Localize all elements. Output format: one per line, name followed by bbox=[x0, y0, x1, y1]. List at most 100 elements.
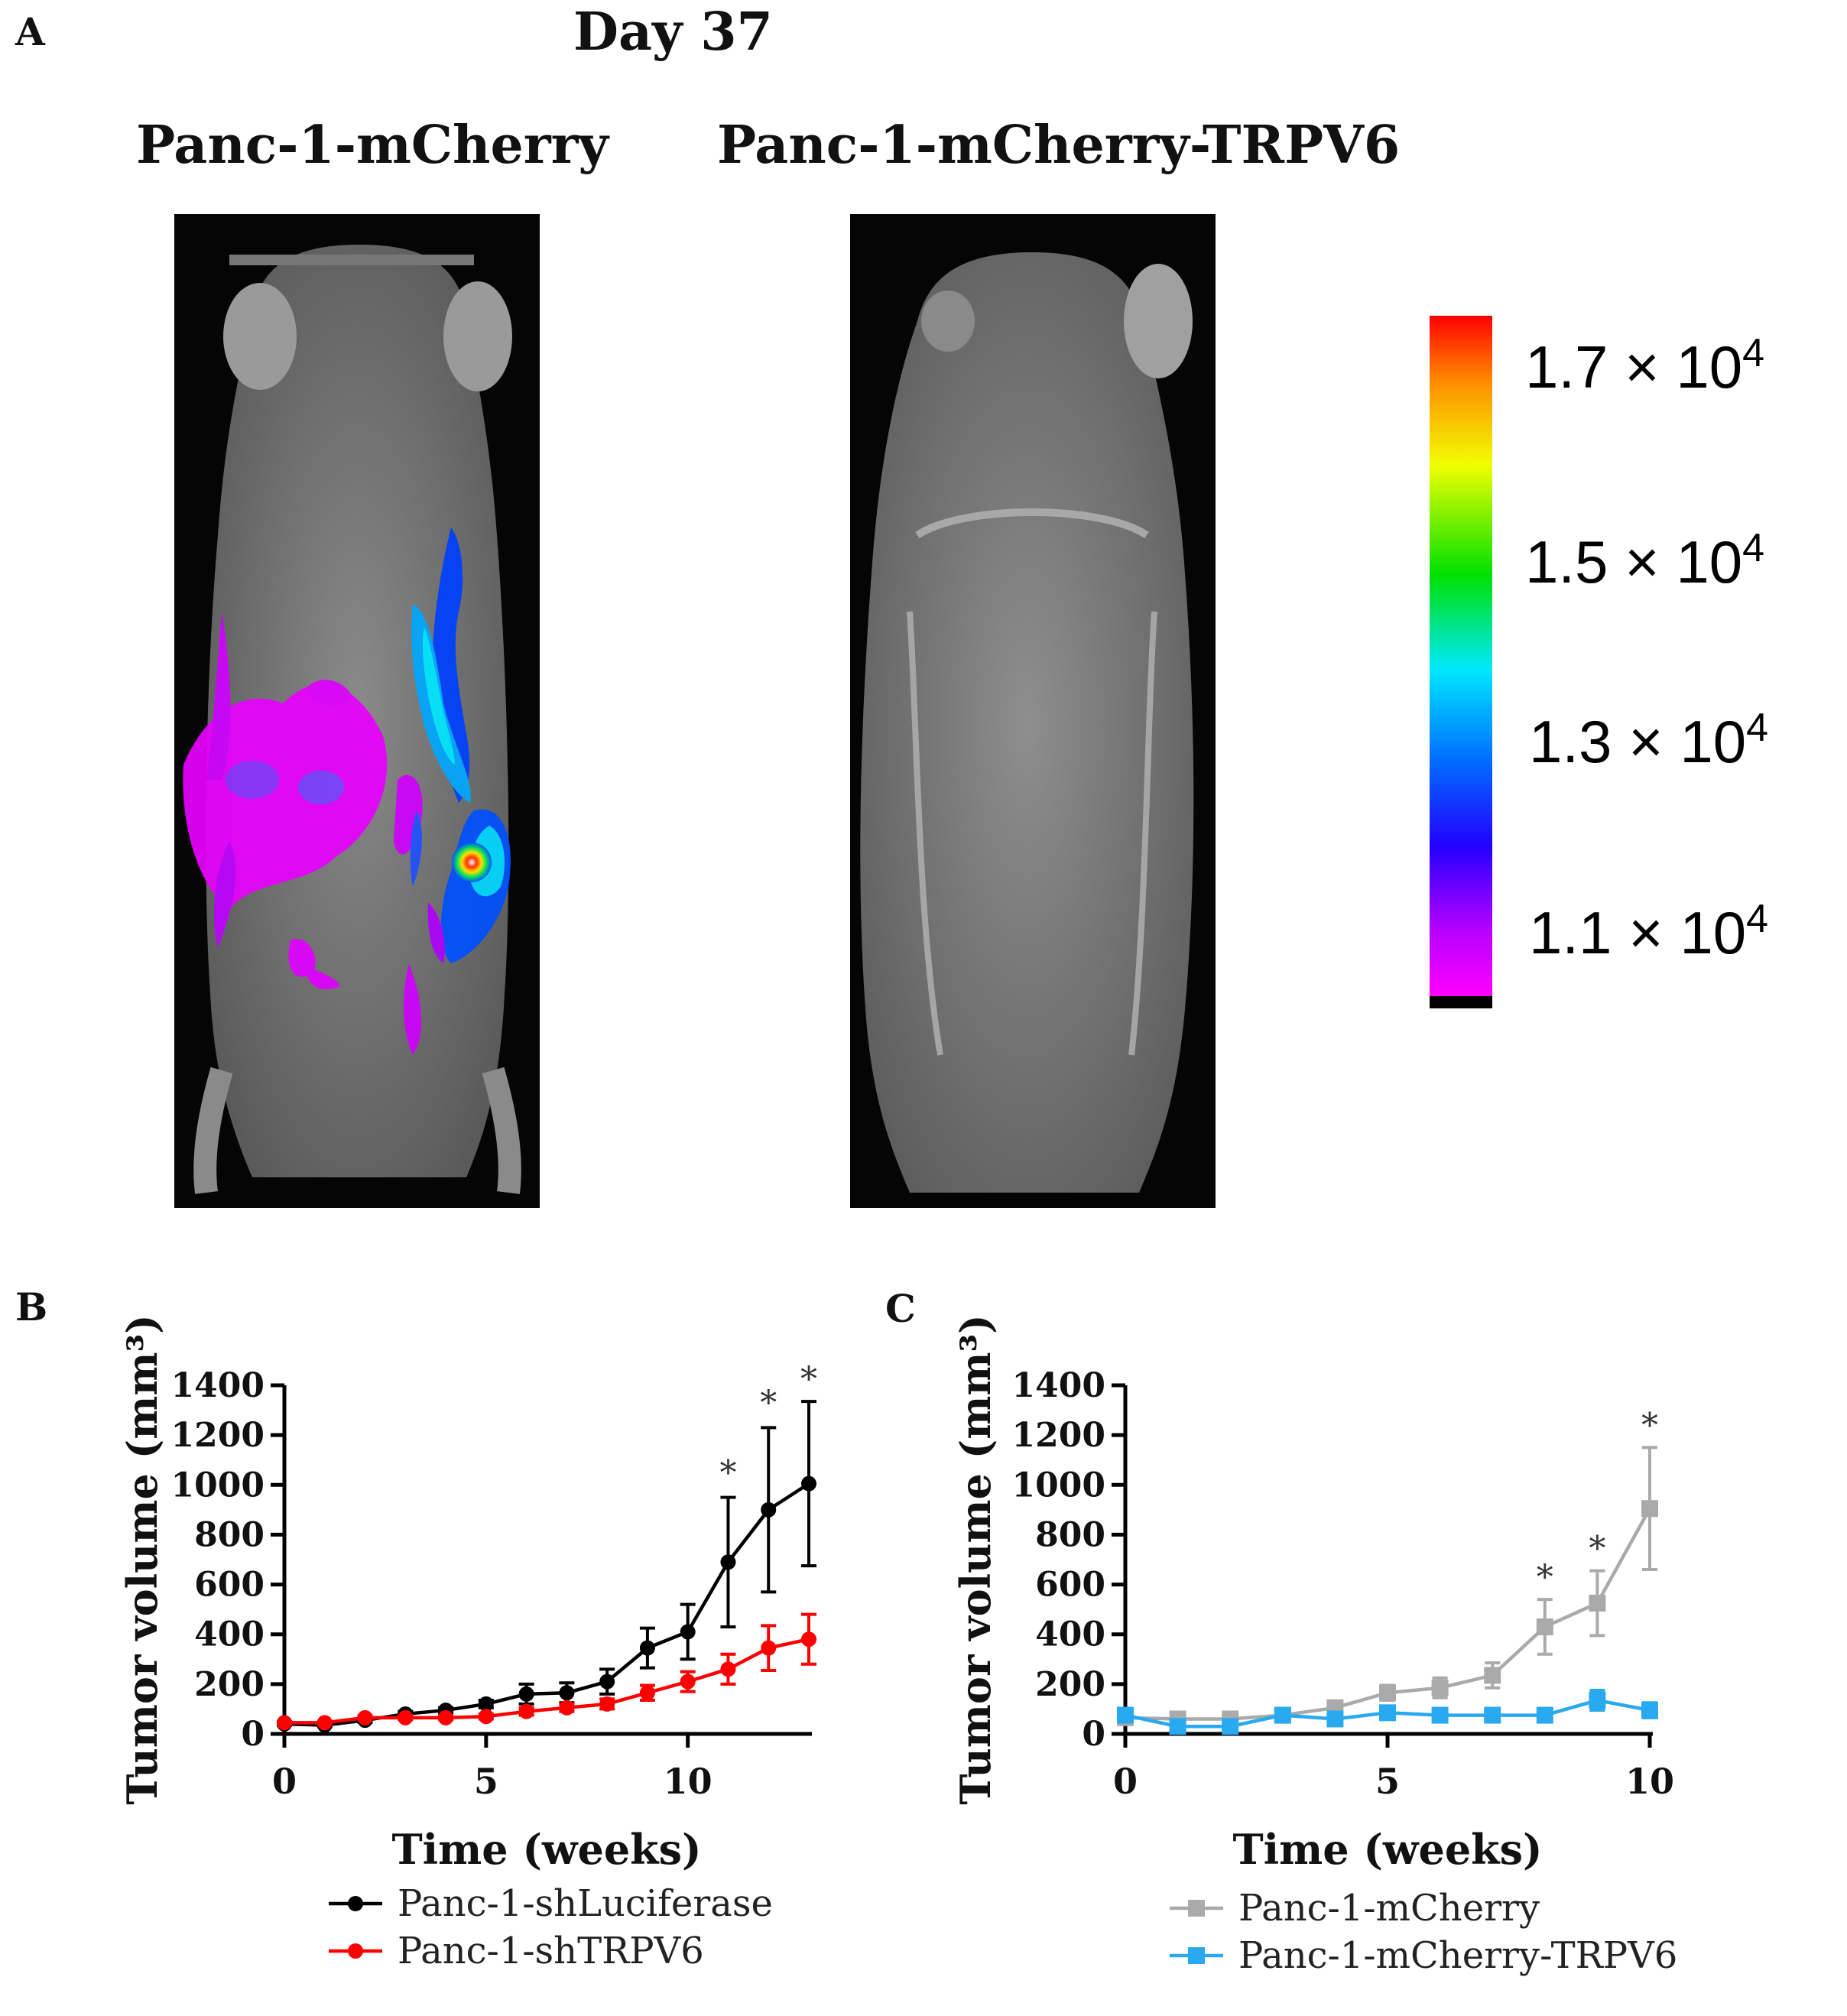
colorbar bbox=[1430, 316, 1492, 1008]
chart-b-significance-star: * bbox=[800, 1360, 817, 1399]
colorbar-label-2: 1.5 × 104 bbox=[1525, 526, 1765, 596]
colorbar-label-top: 1.7 × 104 bbox=[1525, 331, 1765, 401]
chart-c-y-tick-label: 1000 bbox=[1012, 1466, 1105, 1505]
chart-c-significance-star: * bbox=[1537, 1558, 1553, 1597]
chart-b-data-point bbox=[599, 1696, 615, 1712]
chart-c-data-point bbox=[1431, 1679, 1449, 1696]
chart-b-series-line bbox=[284, 1482, 810, 1727]
chart-b-data-point bbox=[438, 1709, 454, 1725]
chart-b-data-point bbox=[478, 1709, 494, 1725]
chart-c-data-point bbox=[1222, 1718, 1239, 1735]
chart-c-data-point bbox=[1326, 1710, 1344, 1728]
chart-b-y-tick-label: 1000 bbox=[171, 1466, 265, 1505]
chart-c-data-point bbox=[1589, 1692, 1606, 1709]
panel-c-letter: C bbox=[885, 1286, 916, 1331]
chart-c-y-tick-label: 400 bbox=[1035, 1615, 1105, 1654]
chart-b-data-point bbox=[518, 1703, 534, 1719]
chart-b-data-point bbox=[720, 1554, 736, 1570]
chart-c-significance-star: * bbox=[1589, 1530, 1605, 1569]
chart-c-data-point bbox=[1536, 1706, 1553, 1724]
chart-b-legend-label: Panc-1-shTRPV6 bbox=[398, 1930, 704, 1972]
chart-b: 0 200 400 600 800 1000 1200 1400 0 5 10 Tumor volum… bbox=[118, 1314, 817, 1972]
chart-c-y-tick-label: 800 bbox=[1035, 1515, 1105, 1554]
chart-c-data-point bbox=[1484, 1667, 1501, 1684]
chart-b-x-tick-label: 10 bbox=[664, 1761, 713, 1802]
chart-b-series-line bbox=[284, 1638, 810, 1725]
chart-c-data-point bbox=[1536, 1618, 1553, 1635]
chart-b-data-point bbox=[761, 1640, 777, 1656]
chart-b-data-point bbox=[357, 1709, 373, 1725]
right-mouse-image bbox=[850, 214, 1216, 1208]
chart-b-data-point bbox=[801, 1475, 816, 1492]
chart-b-data-point bbox=[801, 1631, 816, 1648]
chart-b-legend-marker bbox=[348, 1896, 363, 1911]
chart-b-data-point bbox=[720, 1661, 736, 1677]
chart-c-legend-label: Panc-1-mCherry-TRPV6 bbox=[1238, 1934, 1677, 1977]
chart-c-x-tick-label: 0 bbox=[1113, 1761, 1138, 1802]
chart-c-significance-star: * bbox=[1641, 1406, 1658, 1445]
chart-b-y-tick-label: 200 bbox=[194, 1665, 265, 1704]
chart-b-significance-star: * bbox=[760, 1384, 777, 1423]
chart-c: 0 200 400 600 800 1000 1200 1400 0 5 10 Tumor volum… bbox=[951, 1314, 1677, 1977]
chart-b-data-point bbox=[518, 1686, 534, 1702]
chart-b-series-2 bbox=[277, 1612, 816, 1731]
chart-b-significance-star: * bbox=[719, 1453, 736, 1492]
chart-c-x-tick-label: 5 bbox=[1375, 1761, 1400, 1802]
chart-c-x-axis-label: Time (weeks) bbox=[1232, 1825, 1542, 1874]
chart-c-data-point bbox=[1484, 1706, 1501, 1724]
chart-b-x-axis-label: Time (weeks) bbox=[391, 1825, 701, 1874]
chart-b-data-point bbox=[559, 1685, 575, 1701]
chart-b-y-axis-label: Tumor volume (mm³) bbox=[118, 1314, 167, 1804]
chart-b-data-point bbox=[398, 1709, 414, 1725]
chart-c-series-1 bbox=[1117, 1446, 1658, 1728]
chart-c-y-tick-label: 1400 bbox=[1012, 1366, 1105, 1405]
chart-c-legend-marker bbox=[1188, 1947, 1205, 1964]
chart-b-data-point bbox=[277, 1715, 292, 1731]
chart-c-y-tick-label: 200 bbox=[1035, 1665, 1105, 1704]
chart-c-data-point bbox=[1169, 1718, 1186, 1735]
chart-b-y-tick-label: 1200 bbox=[171, 1416, 265, 1455]
chart-b-data-point bbox=[559, 1699, 575, 1716]
chart-c-legend-label: Panc-1-mCherry bbox=[1238, 1887, 1540, 1930]
chart-b-y-tick-label: 1400 bbox=[171, 1366, 265, 1405]
chart-c-data-point bbox=[1274, 1706, 1291, 1724]
day-label: Day 37 bbox=[573, 2, 773, 63]
left-mouse-title: Panc-1-mCherry bbox=[136, 115, 609, 176]
chart-c-data-point bbox=[1641, 1702, 1658, 1719]
chart-b-y-tick-label: 400 bbox=[194, 1615, 265, 1654]
chart-b-x-tick-label: 5 bbox=[474, 1761, 498, 1802]
chart-b-data-point bbox=[761, 1501, 777, 1518]
colorbar-label-bottom: 1.1 × 104 bbox=[1529, 897, 1769, 966]
chart-c-y-tick-label: 600 bbox=[1035, 1566, 1105, 1605]
chart-b-data-point bbox=[639, 1685, 655, 1701]
right-mouse-title: Panc-1-mCherry-TRPV6 bbox=[717, 115, 1401, 176]
chart-c-data-point bbox=[1641, 1500, 1658, 1518]
chart-b-y-tick-label: 0 bbox=[241, 1715, 265, 1754]
chart-b-data-point bbox=[478, 1696, 494, 1712]
colorbar-label-3: 1.3 × 104 bbox=[1529, 706, 1769, 775]
left-mouse-image bbox=[174, 214, 540, 1208]
chart-c-data-point bbox=[1431, 1706, 1449, 1724]
chart-c-data-point bbox=[1379, 1684, 1396, 1702]
chart-b-data-point bbox=[639, 1640, 655, 1656]
chart-b-x-tick-label: 0 bbox=[272, 1761, 297, 1802]
chart-b-legend-marker bbox=[348, 1943, 363, 1959]
chart-c-data-point bbox=[1379, 1704, 1396, 1722]
chart-c-legend-marker bbox=[1188, 1900, 1205, 1917]
chart-c-y-tick-label: 0 bbox=[1082, 1715, 1105, 1754]
chart-b-data-point bbox=[680, 1624, 696, 1640]
panel-b-letter: B bbox=[15, 1284, 48, 1329]
chart-c-data-point bbox=[1589, 1595, 1606, 1612]
chart-b-y-tick-label: 600 bbox=[194, 1566, 265, 1605]
chart-b-y-tick-label: 800 bbox=[194, 1515, 265, 1554]
chart-c-y-tick-label: 1200 bbox=[1012, 1416, 1105, 1455]
chart-c-series-2 bbox=[1117, 1689, 1658, 1735]
chart-c-x-tick-label: 10 bbox=[1625, 1761, 1674, 1802]
chart-b-data-point bbox=[316, 1715, 333, 1731]
chart-b-data-point bbox=[680, 1674, 696, 1690]
chart-b-data-point bbox=[599, 1674, 615, 1690]
chart-b-legend-label: Panc-1-shLuciferase bbox=[398, 1882, 773, 1925]
chart-c-y-axis-label: Tumor volume (mm³) bbox=[951, 1314, 1000, 1804]
chart-c-data-point bbox=[1117, 1706, 1134, 1724]
